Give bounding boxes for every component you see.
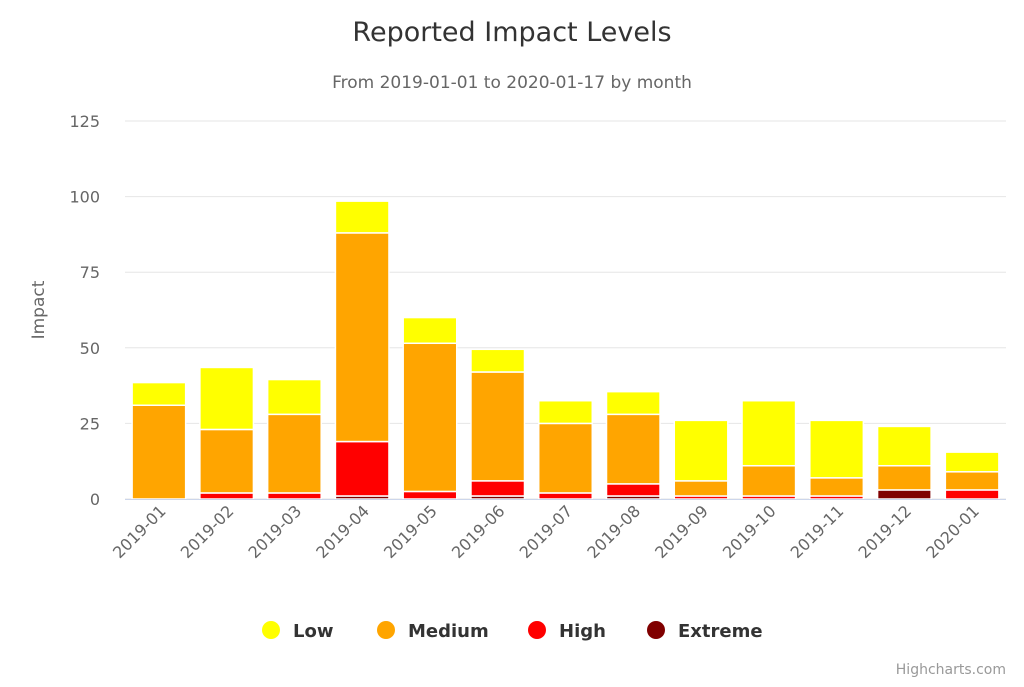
bar-low-2019-09[interactable]	[673, 419, 729, 482]
x-tick-label: 2020-01	[922, 501, 983, 562]
y-tick-label: 50	[80, 339, 100, 358]
legend-item-low[interactable]: Low	[262, 621, 333, 642]
y-tick-label: 75	[80, 263, 100, 282]
bar-low-2019-08[interactable]	[605, 390, 661, 416]
legend-label: Extreme	[678, 621, 763, 642]
y-tick-label: 125	[69, 112, 100, 131]
bar-high-2019-03[interactable]	[266, 492, 322, 500]
bar-medium-2019-12[interactable]	[876, 464, 932, 491]
bars	[125, 200, 1006, 500]
y-tick-label: 25	[80, 414, 100, 433]
bar-medium-2019-08[interactable]	[605, 413, 661, 485]
legend-marker	[377, 621, 395, 639]
bar-high-2019-07[interactable]	[537, 492, 594, 500]
y-tick-label: 0	[90, 490, 100, 509]
credits-link[interactable]: Highcharts.com	[896, 662, 1006, 678]
bar-high-2020-01[interactable]	[944, 489, 1000, 500]
bar-medium-2019-04[interactable]	[334, 232, 390, 443]
legend-marker	[262, 621, 280, 639]
y-tick-label: 100	[69, 188, 100, 207]
bar-low-2019-01[interactable]	[131, 381, 187, 407]
chart-title: Reported Impact Levels	[352, 17, 671, 48]
bar-low-2020-01[interactable]	[944, 451, 1000, 473]
bar-medium-2019-11[interactable]	[809, 477, 865, 497]
x-tick-label: 2019-09	[651, 501, 712, 562]
y-axis-title: Impact	[29, 280, 49, 339]
x-tick-label: 2019-01	[109, 501, 170, 562]
legend-label: High	[559, 621, 606, 642]
bar-high-2019-02[interactable]	[199, 492, 255, 500]
x-tick-label: 2019-11	[787, 501, 848, 562]
x-tick-label: 2019-05	[380, 501, 441, 562]
bar-low-2019-07[interactable]	[537, 399, 594, 425]
chart-subtitle: From 2019-01-01 to 2020-01-17 by month	[332, 73, 692, 93]
bar-medium-2019-02[interactable]	[199, 428, 255, 494]
bar-low-2019-03[interactable]	[266, 378, 322, 416]
bar-medium-2019-07[interactable]	[537, 422, 594, 494]
x-tick-label: 2019-02	[177, 501, 238, 562]
legend-item-extreme[interactable]: Extreme	[647, 621, 763, 642]
bar-low-2019-02[interactable]	[199, 366, 255, 431]
legend: Low Medium High Extreme	[262, 621, 763, 642]
bar-low-2019-06[interactable]	[470, 348, 526, 373]
x-tick-label: 2019-08	[583, 501, 644, 562]
legend-item-medium[interactable]: Medium	[377, 621, 489, 642]
bar-low-2019-04[interactable]	[334, 200, 390, 234]
bar-medium-2019-10[interactable]	[741, 464, 797, 497]
x-axis-ticks: 2019-01 2019-02 2019-03 2019-04 2019-05 2019-…	[109, 501, 983, 562]
bar-medium-2019-06[interactable]	[470, 371, 526, 482]
x-tick-label: 2019-12	[854, 501, 915, 562]
legend-label: Medium	[408, 621, 489, 642]
x-tick-label: 2019-04	[312, 501, 373, 562]
bar-high-2019-06[interactable]	[470, 480, 526, 497]
bar-medium-2019-05[interactable]	[402, 342, 458, 493]
x-tick-label: 2019-03	[245, 501, 306, 562]
bar-low-2019-11[interactable]	[809, 419, 865, 479]
x-tick-label: 2019-07	[516, 501, 577, 562]
legend-marker	[647, 621, 665, 639]
legend-label: Low	[293, 621, 333, 642]
bar-low-2019-05[interactable]	[402, 316, 458, 345]
y-axis-ticks: 0 25 50 75 100 125	[69, 112, 100, 509]
legend-item-high[interactable]: High	[528, 621, 606, 642]
bar-medium-2020-01[interactable]	[944, 471, 1000, 491]
legend-marker	[528, 621, 546, 639]
bar-high-2019-08[interactable]	[605, 483, 661, 497]
x-tick-label: 2019-06	[448, 501, 509, 562]
bar-medium-2019-01[interactable]	[131, 404, 187, 500]
bar-extreme-2019-12[interactable]	[876, 489, 932, 500]
x-tick-label: 2019-10	[719, 501, 780, 562]
bar-high-2019-04[interactable]	[334, 440, 390, 497]
bar-high-2019-05[interactable]	[402, 490, 458, 500]
bar-medium-2019-09[interactable]	[673, 480, 729, 497]
bar-low-2019-12[interactable]	[876, 425, 932, 467]
bar-medium-2019-03[interactable]	[266, 413, 322, 494]
bar-low-2019-10[interactable]	[741, 399, 797, 467]
